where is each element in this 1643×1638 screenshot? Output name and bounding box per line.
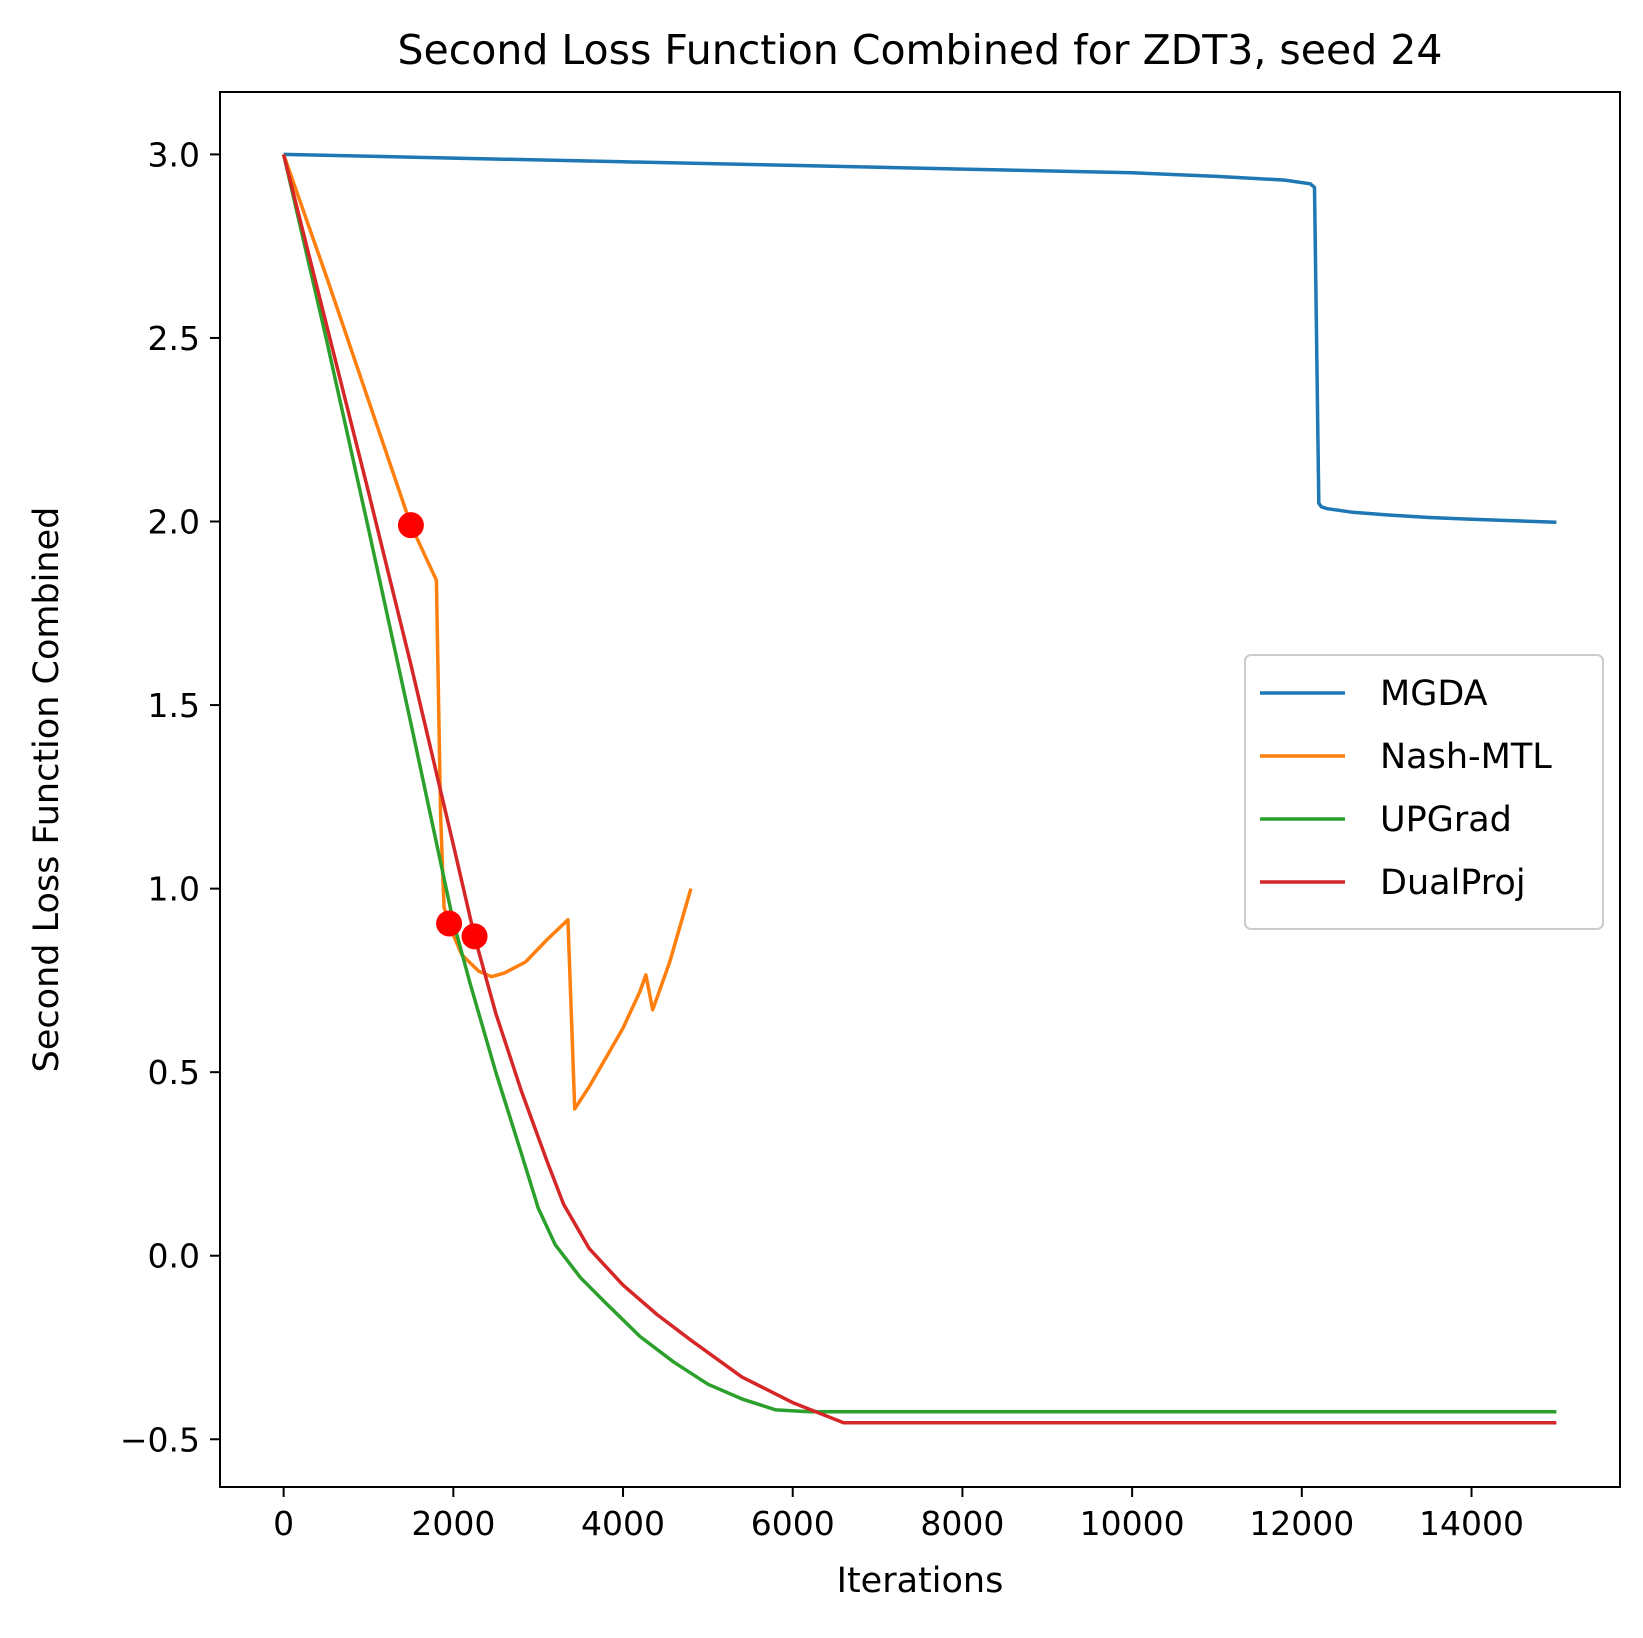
legend-label-mgda: MGDA xyxy=(1380,674,1488,714)
y-tick-label: −0.5 xyxy=(120,1420,200,1459)
legend-box xyxy=(1244,654,1604,930)
y-tick-label: 1.0 xyxy=(148,870,200,909)
x-tick-label: 4000 xyxy=(581,1504,665,1543)
legend-label-upgrad: UPGrad xyxy=(1380,800,1512,840)
y-axis-ticks: −0.5 0.0 0.5 1.0 1.5 2.0 2.5 3.0 xyxy=(120,135,220,1459)
x-tick-label: 10000 xyxy=(1080,1504,1185,1543)
legend: MGDA Nash-MTL UPGrad DualProj xyxy=(1244,654,1604,930)
y-tick-label: 1.5 xyxy=(148,686,200,725)
legend-label-nash-mtl: Nash-MTL xyxy=(1380,737,1552,777)
series-layer xyxy=(281,152,1557,1425)
x-tick-label: 6000 xyxy=(751,1504,835,1543)
series-line-dualproj xyxy=(281,153,1557,1425)
marker-point-3 xyxy=(461,923,488,950)
series-line-nash-mtl xyxy=(281,153,693,1111)
y-tick-label: 0.0 xyxy=(148,1237,200,1276)
y-tick-label: 2.0 xyxy=(148,503,200,542)
x-axis-label: Iterations xyxy=(837,1561,1004,1601)
x-tick-label: 0 xyxy=(273,1504,294,1543)
x-tick-label: 12000 xyxy=(1249,1504,1354,1543)
chart-title: Second Loss Function Combined for ZDT3, … xyxy=(398,26,1443,74)
y-axis-label: Second Loss Function Combined xyxy=(27,507,67,1073)
x-axis-ticks: 0 2000 4000 6000 8000 10000 12000 14000 xyxy=(273,1487,1524,1543)
x-tick-label: 8000 xyxy=(920,1504,1004,1543)
y-tick-label: 3.0 xyxy=(148,135,200,174)
marker-point-1 xyxy=(397,512,424,539)
marker-point-2 xyxy=(436,910,463,937)
marker-layer xyxy=(397,512,488,950)
plot-frame xyxy=(219,91,1621,1488)
y-tick-label: 0.5 xyxy=(148,1053,200,1092)
x-tick-label: 14000 xyxy=(1419,1504,1524,1543)
series-line-mgda xyxy=(283,152,1557,524)
series-line-upgrad xyxy=(281,154,1557,1414)
y-tick-label: 2.5 xyxy=(148,319,200,358)
x-tick-label: 2000 xyxy=(411,1504,495,1543)
legend-label-dualproj: DualProj xyxy=(1380,863,1526,903)
